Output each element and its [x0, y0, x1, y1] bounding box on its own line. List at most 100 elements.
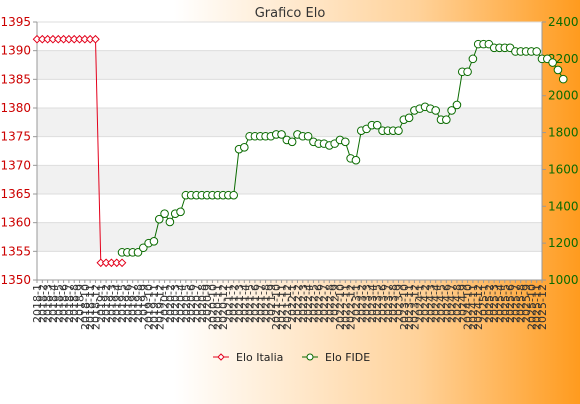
x-tick-label: 2023-2	[355, 284, 368, 323]
y-right-tick-label: 1400	[548, 199, 579, 213]
x-tick-label: 2018-5	[52, 284, 65, 323]
x-tick-label: 2020-12	[217, 284, 230, 330]
x-tick-label: 2018-12	[89, 284, 102, 330]
y-left-tick-label: 1360	[0, 216, 31, 230]
x-tick-label: 2019-5	[116, 284, 129, 323]
x-tick-label: 2025-11	[531, 284, 544, 330]
x-tick-label: 2022-3	[297, 284, 310, 323]
y-right-tick-label: 1600	[548, 162, 579, 176]
x-tick-label: 2025-2	[483, 284, 496, 323]
data-point-elo-fide	[548, 58, 557, 67]
y-right-tick-label: 2400	[548, 15, 579, 29]
data-point-elo-fide	[372, 120, 382, 130]
x-tick-label: 2022-2	[291, 284, 304, 323]
x-tick-label: 2024-4	[430, 284, 443, 323]
y-right-tick-label: 2000	[548, 89, 579, 103]
x-tick-label: 2024-9	[456, 284, 469, 323]
x-tick-label: 2025-1	[478, 284, 491, 323]
data-point-elo-fide	[404, 113, 414, 123]
x-tick-label: 2020-9	[201, 284, 214, 323]
data-point-elo-fide	[303, 131, 313, 141]
x-tick-label: 2020-11	[212, 284, 225, 330]
data-point-elo-fide	[133, 248, 143, 257]
y-left-tick-label: 1390	[0, 44, 31, 58]
x-tick-label: 2020-10	[206, 284, 219, 330]
x-tick-label: 2019-7	[127, 284, 140, 323]
data-point-elo-fide	[351, 155, 361, 165]
legend-label-elo-italia: Elo Italia	[236, 351, 283, 364]
data-point-elo-fide	[229, 190, 238, 200]
x-tick-label: 2018-2	[36, 284, 49, 323]
x-tick-label: 2019-3	[105, 284, 118, 323]
x-tick-label: 2022-5	[307, 284, 320, 323]
x-tick-label: 2021-1	[222, 284, 235, 323]
y-left-tick-label: 1375	[0, 130, 31, 144]
data-point-elo-fide	[447, 106, 456, 115]
data-point-elo-fide	[558, 74, 568, 84]
data-point-elo-fide	[442, 115, 451, 124]
x-tick-label: 2024-1	[414, 284, 427, 323]
x-tick-label: 2021-6	[249, 284, 262, 323]
legend-label-elo-fide: Elo FIDE	[325, 351, 370, 364]
x-tick-label: 2023-1	[350, 284, 363, 323]
x-tick-label: 2022-8	[323, 284, 336, 323]
data-point-elo-fide	[240, 143, 249, 152]
data-point-elo-fide	[553, 65, 563, 75]
x-tick-label: 2025-5	[499, 284, 512, 323]
x-tick-label: 2025-7	[509, 284, 522, 323]
x-tick-label: 2020-4	[175, 284, 188, 323]
x-tick-label: 2024-6	[440, 284, 453, 323]
x-tick-label: 2019-11	[148, 284, 161, 330]
x-tick-label: 2021-8	[260, 284, 273, 323]
data-point-elo-fide	[160, 209, 169, 218]
x-tick-label: 2020-7	[190, 284, 203, 323]
x-tick-label: 2019-9	[137, 284, 150, 323]
x-tick-label: 2021-5	[244, 284, 257, 323]
data-point-elo-fide	[468, 54, 478, 64]
data-point-elo-italia	[117, 258, 127, 268]
x-tick-label: 2020-5	[180, 284, 193, 323]
x-tick-label: 2023-10	[398, 284, 411, 330]
data-point-elo-fide	[341, 137, 350, 147]
x-tick-label: 2019-8	[132, 284, 145, 323]
x-tick-label: 2021-7	[254, 284, 267, 323]
x-tick-label: 2024-2	[419, 284, 432, 323]
data-point-elo-fide	[176, 207, 185, 217]
data-point-elo-fide	[165, 217, 175, 227]
x-tick-label: 2022-7	[318, 284, 331, 323]
x-tick-label: 2019-12	[153, 284, 166, 330]
x-tick-label: 2022-11	[339, 284, 352, 330]
x-tick-label: 2019-10	[143, 284, 156, 330]
y-right-tick-label: 1000	[548, 273, 579, 287]
x-tick-label: 2024-7	[446, 284, 459, 323]
data-point-elo-fide	[452, 100, 462, 110]
x-tick-label: 2019-2	[100, 284, 113, 323]
x-tick-label: 2022-4	[302, 284, 315, 323]
x-tick-label: 2020-8	[196, 284, 209, 323]
x-tick-label: 2023-3	[361, 284, 374, 323]
x-tick-label: 2018-1	[31, 284, 44, 323]
x-tick-label: 2025-8	[515, 284, 528, 323]
y-left-tick-label: 1365	[0, 187, 31, 201]
y-left-tick-label: 1380	[0, 101, 31, 115]
grid-band	[37, 108, 542, 137]
x-tick-label: 2020-1	[159, 284, 172, 323]
x-tick-label: 2019-4	[111, 284, 124, 323]
x-tick-label: 2025-10	[525, 284, 538, 330]
data-point-elo-fide	[394, 126, 403, 136]
x-tick-label: 2022-12	[345, 284, 358, 330]
x-tick-label: 2024-3	[424, 284, 437, 323]
x-tick-label: 2018-7	[63, 284, 76, 323]
x-tick-label: 2025-3	[488, 284, 501, 323]
x-tick-label: 2024-5	[435, 284, 448, 323]
x-tick-label: 2023-8	[387, 284, 400, 323]
x-tick-label: 2021-10	[270, 284, 283, 330]
grid-band	[37, 50, 542, 80]
x-tick-label: 2018-8	[68, 284, 81, 323]
chart-title: Grafico Elo	[255, 6, 326, 21]
x-tick-label: 2025-4	[493, 284, 506, 323]
x-tick-label: 2018-9	[74, 284, 87, 323]
data-point-elo-fide	[287, 137, 297, 147]
y-left-tick-label: 1370	[0, 158, 31, 172]
